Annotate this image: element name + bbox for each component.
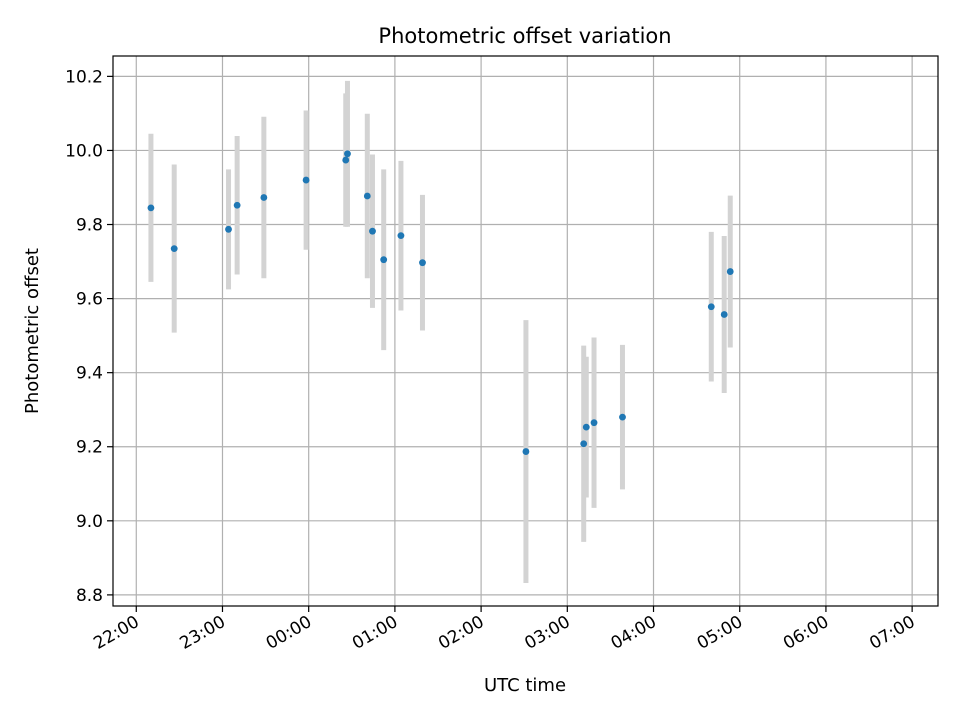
x-axis-label: UTC time [484,675,566,696]
y-tick-label: 9.6 [76,290,103,310]
data-point [582,423,590,431]
data-point [260,194,268,201]
data-point [170,245,178,252]
data-point [619,413,626,421]
data-point [302,176,310,184]
data-point [342,156,350,164]
data-points [147,150,734,455]
data-point [419,259,426,267]
data-point [590,419,598,427]
data-point [522,448,530,455]
data-point [344,150,351,158]
data-point [397,232,405,240]
data-point [363,192,371,200]
data-point [380,256,388,264]
data-point [707,303,715,311]
chart-title: Photometric offset variation [378,24,671,48]
plot-frame [112,55,939,607]
data-point [147,204,155,212]
y-tick-label: 9.8 [76,216,103,236]
data-point [369,227,376,235]
y-tick-label: 9.4 [76,364,103,384]
data-point [225,225,232,233]
y-tick-label: 10.2 [65,67,103,87]
y-axis-label: Photometric offset [22,248,43,414]
data-point [720,311,728,318]
y-tick-label: 9.2 [76,438,103,458]
y-tick-label: 9.0 [76,512,103,532]
y-tick-label: 10.0 [65,141,103,161]
y-tick-label: 8.8 [76,586,103,606]
data-point [580,440,588,448]
y-axis-ticks: 8.8 9.0 9.2 9.4 9.6 9.8 10.0 10.2 [65,67,113,606]
data-point [726,268,734,275]
data-point [233,201,241,209]
